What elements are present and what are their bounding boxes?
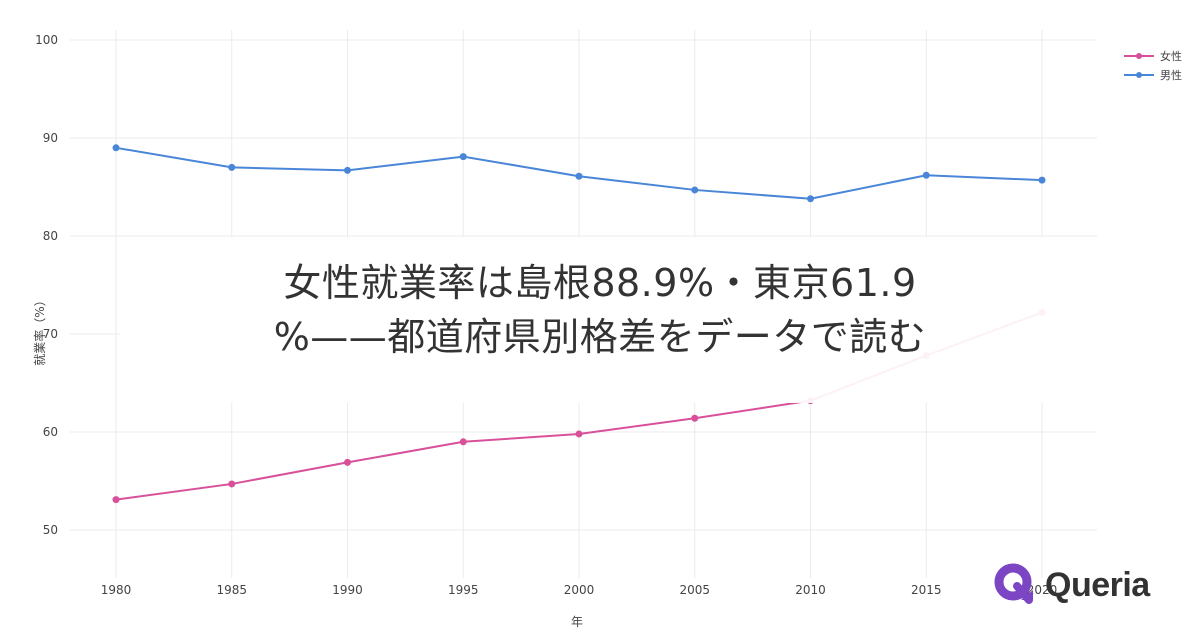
legend-line-marker-icon [1124,51,1154,61]
q-arrow-logo-icon [994,563,1033,604]
legend-label: 男性 [1160,68,1182,82]
headline-line-2: %——都道府県別格差をデータで読む [273,315,927,359]
headline-line-1: 女性就業率は島根88.9%・東京61.9 [283,261,917,305]
data-point-marker[interactable] [1038,176,1046,184]
x-tick-label: 1980 [101,583,132,597]
data-point-marker[interactable] [575,172,583,180]
x-tick-label: 2000 [564,583,595,597]
series-男性 [112,144,1046,203]
legend-label: 女性 [1160,49,1182,63]
data-point-marker[interactable] [112,144,120,152]
data-point-marker[interactable] [922,171,930,179]
data-point-marker[interactable] [459,153,467,161]
brand-logo: Queria [993,562,1150,608]
legend-item-female[interactable]: 女性 [1124,46,1182,65]
y-tick-label: 90 [43,131,58,145]
data-point-marker[interactable] [344,458,351,466]
y-tick-label: 50 [43,523,58,537]
x-tick-label: 1985 [216,583,247,597]
x-axis-ticks: 1980 1985 1990 1995 2000 2005 2010 2015 2020 [101,583,1058,597]
data-point-marker[interactable] [228,163,236,171]
y-axis-ticks: 50 60 70 80 90 100 [35,33,58,537]
x-tick-label: 2020 [1027,583,1058,597]
x-axis-title: 年 [571,615,584,629]
headline-backdrop [120,237,1097,403]
data-point-marker[interactable] [112,496,120,504]
y-tick-label: 100 [35,33,58,47]
y-tick-label: 60 [43,425,58,439]
legend-item-male[interactable]: 男性 [1124,65,1182,84]
y-tick-label: 80 [43,229,58,243]
data-point-marker[interactable] [691,186,699,194]
data-point-marker[interactable] [459,438,467,446]
x-tick-label: 2005 [679,583,710,597]
data-point-marker[interactable] [691,414,699,422]
brand-name: Queria [1045,565,1150,604]
x-tick-label: 2015 [911,583,942,597]
data-point-marker[interactable] [807,195,814,203]
data-point-marker[interactable] [228,480,236,488]
data-point-marker[interactable] [344,166,351,174]
chart-legend: 女性 男性 [1124,46,1182,84]
x-tick-label: 1995 [448,583,479,597]
headline: 女性就業率は島根88.9%・東京61.9 %——都道府県別格差をデータで読む [0,256,1200,364]
data-point-marker[interactable] [575,430,583,438]
y-tick-label: 70 [43,327,58,341]
legend-line-marker-icon [1124,70,1154,80]
x-tick-label: 2010 [795,583,826,597]
x-tick-label: 1990 [332,583,363,597]
